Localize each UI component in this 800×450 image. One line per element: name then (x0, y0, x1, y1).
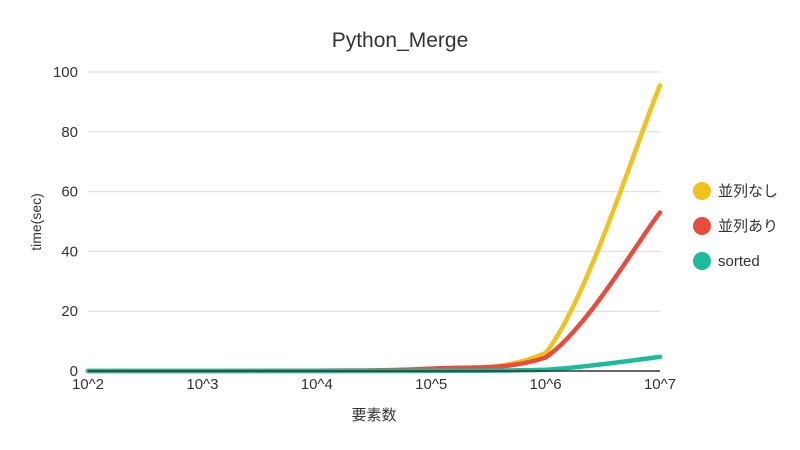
series-line-2 (85, 354, 663, 374)
y-tick-label: 20 (61, 303, 78, 320)
y-axis-label: time(sec) (28, 193, 44, 251)
y-axis-ticks: 0 20 40 60 80 100 (53, 64, 78, 380)
legend-label: 並列なし (718, 183, 778, 200)
y-tick-label: 40 (61, 243, 78, 260)
y-tick-label: 60 (61, 184, 78, 201)
x-tick-label: 10^7 (644, 376, 676, 393)
legend-swatch (693, 217, 711, 235)
x-axis-label: 要素数 (351, 407, 396, 424)
legend-label: 並列あり (718, 218, 778, 235)
legend-swatch (693, 182, 711, 200)
x-tick-label: 10^6 (530, 376, 562, 393)
chart-title: Python_Merge (332, 29, 469, 52)
x-tick-label: 10^2 (72, 376, 104, 393)
x-tick-label: 10^4 (301, 376, 333, 393)
y-tick-label: 100 (53, 64, 78, 81)
x-tick-label: 10^5 (415, 376, 447, 393)
series-line-1 (85, 210, 663, 374)
legend-swatch (693, 252, 711, 270)
x-axis-ticks: 10^2 10^3 10^4 10^5 10^6 10^7 (72, 376, 676, 393)
x-tick-label: 10^3 (186, 376, 218, 393)
legend-label: sorted (718, 253, 760, 270)
y-tick-label: 0 (70, 363, 78, 380)
y-tick-label: 80 (61, 124, 78, 141)
gridlines (88, 71, 660, 312)
series-lines (85, 83, 663, 374)
